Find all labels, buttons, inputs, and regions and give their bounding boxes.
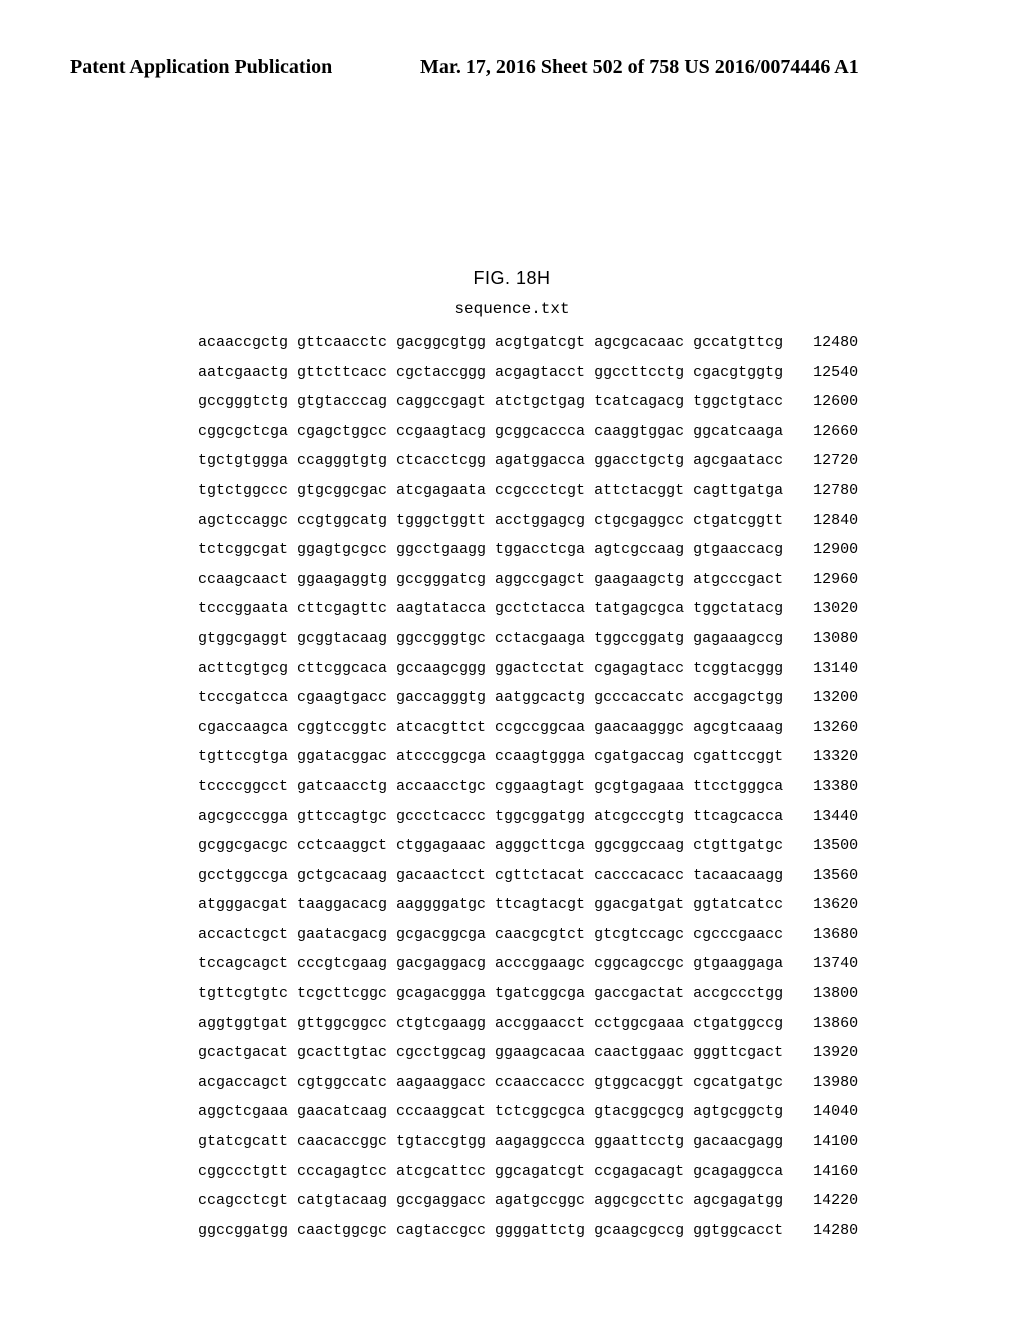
sequence-row: tgttccgtga ggatacggac atcccggcga ccaagtg…: [198, 742, 838, 772]
sequence-row: cgaccaagca cggtccggtc atcacgttct ccgccgg…: [198, 713, 838, 743]
sequence-end-number: 14160: [783, 1157, 858, 1187]
sequence-end-number: 13680: [783, 920, 858, 950]
sequence-text: ccagcctcgt catgtacaag gccgaggacc agatgcc…: [198, 1186, 783, 1216]
sequence-end-number: 13320: [783, 742, 858, 772]
sequence-text: acaaccgctg gttcaacctc gacggcgtgg acgtgat…: [198, 328, 783, 358]
sequence-row: gcggcgacgc cctcaaggct ctggagaaac agggctt…: [198, 831, 838, 861]
sequence-text: gccgggtctg gtgtacccag caggccgagt atctgct…: [198, 387, 783, 417]
sequence-row: agcgcccgga gttccagtgc gccctcaccc tggcgga…: [198, 802, 838, 832]
sequence-text: aggctcgaaa gaacatcaag cccaaggcat tctcggc…: [198, 1097, 783, 1127]
sequence-text: tgttcgtgtc tcgcttcggc gcagacggga tgatcgg…: [198, 979, 783, 1009]
sequence-text: ccaagcaact ggaagaggtg gccgggatcg aggccga…: [198, 565, 783, 595]
sequence-text: gtatcgcatt caacaccggc tgtaccgtgg aagaggc…: [198, 1127, 783, 1157]
sequence-end-number: 13200: [783, 683, 858, 713]
sequence-row: acaaccgctg gttcaacctc gacggcgtgg acgtgat…: [198, 328, 838, 358]
sequence-text: gcactgacat gcacttgtac cgcctggcag ggaagca…: [198, 1038, 783, 1068]
sequence-end-number: 13440: [783, 802, 858, 832]
sequence-end-number: 14220: [783, 1186, 858, 1216]
sequence-row: gcctggccga gctgcacaag gacaactcct cgttcta…: [198, 861, 838, 891]
sequence-text: aatcgaactg gttcttcacc cgctaccggg acgagta…: [198, 358, 783, 388]
sequence-end-number: 13080: [783, 624, 858, 654]
sequence-row: atgggacgat taaggacacg aaggggatgc ttcagta…: [198, 890, 838, 920]
sequence-text: tcccgatcca cgaagtgacc gaccagggtg aatggca…: [198, 683, 783, 713]
sequence-row: cggcgctcga cgagctggcc ccgaagtacg gcggcac…: [198, 417, 838, 447]
sequence-end-number: 13500: [783, 831, 858, 861]
sequence-text: accactcgct gaatacgacg gcgacggcga caacgcg…: [198, 920, 783, 950]
sequence-row: tcccgatcca cgaagtgacc gaccagggtg aatggca…: [198, 683, 838, 713]
sequence-row: tcccggaata cttcgagttc aagtatacca gcctcta…: [198, 594, 838, 624]
sequence-end-number: 12780: [783, 476, 858, 506]
sequence-end-number: 12840: [783, 506, 858, 536]
sequence-row: tccagcagct cccgtcgaag gacgaggacg acccgga…: [198, 949, 838, 979]
sequence-end-number: 12600: [783, 387, 858, 417]
header-right: Mar. 17, 2016 Sheet 502 of 758 US 2016/0…: [420, 56, 859, 79]
sequence-end-number: 12900: [783, 535, 858, 565]
sequence-text: acgaccagct cgtggccatc aagaaggacc ccaacca…: [198, 1068, 783, 1098]
sequence-text: tgtctggccc gtgcggcgac atcgagaata ccgccct…: [198, 476, 783, 506]
sequence-end-number: 14280: [783, 1216, 858, 1246]
sequence-text: tgctgtggga ccagggtgtg ctcacctcgg agatgga…: [198, 446, 783, 476]
sequence-end-number: 13020: [783, 594, 858, 624]
sequence-row: gccgggtctg gtgtacccag caggccgagt atctgct…: [198, 387, 838, 417]
sequence-text: atgggacgat taaggacacg aaggggatgc ttcagta…: [198, 890, 783, 920]
sequence-end-number: 14100: [783, 1127, 858, 1157]
sequence-end-number: 13980: [783, 1068, 858, 1098]
sequence-row: cggccctgtt cccagagtcc atcgcattcc ggcagat…: [198, 1157, 838, 1187]
sequence-text: cggcgctcga cgagctggcc ccgaagtacg gcggcac…: [198, 417, 783, 447]
sequence-row: ccaagcaact ggaagaggtg gccgggatcg aggccga…: [198, 565, 838, 595]
sequence-text: agcgcccgga gttccagtgc gccctcaccc tggcgga…: [198, 802, 783, 832]
sequence-text: tgttccgtga ggatacggac atcccggcga ccaagtg…: [198, 742, 783, 772]
sequence-row: gcactgacat gcacttgtac cgcctggcag ggaagca…: [198, 1038, 838, 1068]
sequence-row: aatcgaactg gttcttcacc cgctaccggg acgagta…: [198, 358, 838, 388]
sequence-text: tctcggcgat ggagtgcgcc ggcctgaagg tggacct…: [198, 535, 783, 565]
sequence-text: gtggcgaggt gcggtacaag ggccgggtgc cctacga…: [198, 624, 783, 654]
sequence-row: agctccaggc ccgtggcatg tgggctggtt acctgga…: [198, 506, 838, 536]
sequence-row: aggtggtgat gttggcggcc ctgtcgaagg accggaa…: [198, 1009, 838, 1039]
sequence-end-number: 13140: [783, 654, 858, 684]
sequence-end-number: 12960: [783, 565, 858, 595]
sequence-end-number: 13620: [783, 890, 858, 920]
sequence-row: acttcgtgcg cttcggcaca gccaagcggg ggactcc…: [198, 654, 838, 684]
header-left: Patent Application Publication: [70, 56, 332, 79]
sequence-text: gcctggccga gctgcacaag gacaactcct cgttcta…: [198, 861, 783, 891]
sequence-end-number: 12720: [783, 446, 858, 476]
sequence-row: tgtctggccc gtgcggcgac atcgagaata ccgccct…: [198, 476, 838, 506]
sequence-row: accactcgct gaatacgacg gcgacggcga caacgcg…: [198, 920, 838, 950]
sequence-end-number: 12540: [783, 358, 858, 388]
sequence-block: acaaccgctg gttcaacctc gacggcgtgg acgtgat…: [198, 328, 838, 1245]
figure-label: FIG. 18H: [0, 268, 1024, 289]
sequence-caption: sequence.txt: [0, 300, 1024, 318]
sequence-row: ggccggatgg caactggcgc cagtaccgcc ggggatt…: [198, 1216, 838, 1246]
sequence-text: ggccggatgg caactggcgc cagtaccgcc ggggatt…: [198, 1216, 783, 1246]
sequence-row: tgctgtggga ccagggtgtg ctcacctcgg agatgga…: [198, 446, 838, 476]
sequence-text: gcggcgacgc cctcaaggct ctggagaaac agggctt…: [198, 831, 783, 861]
sequence-row: tccccggcct gatcaacctg accaacctgc cggaagt…: [198, 772, 838, 802]
sequence-text: agctccaggc ccgtggcatg tgggctggtt acctgga…: [198, 506, 783, 536]
sequence-row: acgaccagct cgtggccatc aagaaggacc ccaacca…: [198, 1068, 838, 1098]
sequence-text: tccccggcct gatcaacctg accaacctgc cggaagt…: [198, 772, 783, 802]
sequence-end-number: 12660: [783, 417, 858, 447]
sequence-end-number: 13380: [783, 772, 858, 802]
sequence-row: tgttcgtgtc tcgcttcggc gcagacggga tgatcgg…: [198, 979, 838, 1009]
sequence-end-number: 12480: [783, 328, 858, 358]
sequence-end-number: 14040: [783, 1097, 858, 1127]
sequence-text: cggccctgtt cccagagtcc atcgcattcc ggcagat…: [198, 1157, 783, 1187]
sequence-end-number: 13800: [783, 979, 858, 1009]
sequence-end-number: 13920: [783, 1038, 858, 1068]
sequence-text: aggtggtgat gttggcggcc ctgtcgaagg accggaa…: [198, 1009, 783, 1039]
sequence-row: ccagcctcgt catgtacaag gccgaggacc agatgcc…: [198, 1186, 838, 1216]
sequence-text: cgaccaagca cggtccggtc atcacgttct ccgccgg…: [198, 713, 783, 743]
sequence-row: tctcggcgat ggagtgcgcc ggcctgaagg tggacct…: [198, 535, 838, 565]
sequence-row: aggctcgaaa gaacatcaag cccaaggcat tctcggc…: [198, 1097, 838, 1127]
sequence-end-number: 13560: [783, 861, 858, 891]
sequence-text: tccagcagct cccgtcgaag gacgaggacg acccgga…: [198, 949, 783, 979]
sequence-row: gtatcgcatt caacaccggc tgtaccgtgg aagaggc…: [198, 1127, 838, 1157]
sequence-text: tcccggaata cttcgagttc aagtatacca gcctcta…: [198, 594, 783, 624]
sequence-end-number: 13740: [783, 949, 858, 979]
sequence-text: acttcgtgcg cttcggcaca gccaagcggg ggactcc…: [198, 654, 783, 684]
sequence-end-number: 13860: [783, 1009, 858, 1039]
sequence-row: gtggcgaggt gcggtacaag ggccgggtgc cctacga…: [198, 624, 838, 654]
page: Patent Application Publication Mar. 17, …: [0, 0, 1024, 1320]
sequence-end-number: 13260: [783, 713, 858, 743]
